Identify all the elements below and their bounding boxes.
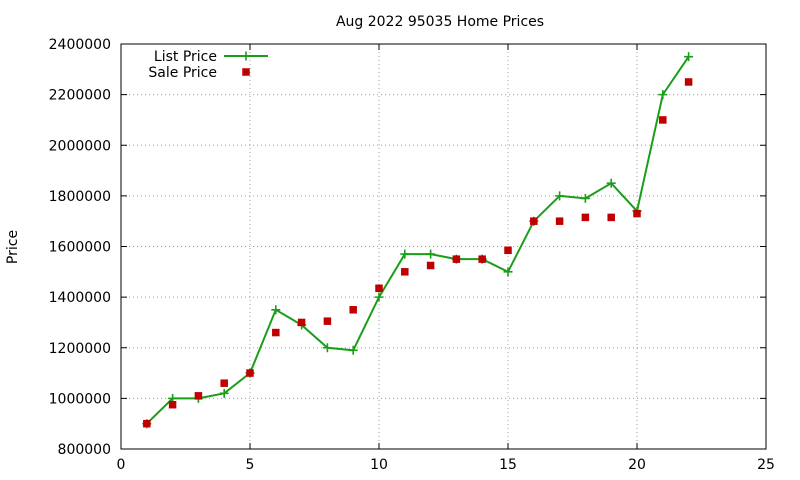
- sale-price-point: [143, 419, 151, 428]
- chart-title: Aug 2022 95035 Home Prices: [336, 14, 544, 30]
- sale-price-point: [323, 317, 332, 325]
- x-tick-label: 15: [499, 457, 517, 473]
- sale-price-point: [633, 209, 641, 218]
- grid-lines: [121, 44, 766, 449]
- list-price-point: [322, 343, 332, 353]
- x-tick-label: 10: [370, 457, 388, 473]
- y-tick-label: 2200000: [49, 88, 111, 104]
- sale-price-point: [555, 217, 564, 225]
- sale-price-point: [478, 255, 486, 263]
- list-price-point: [503, 267, 513, 277]
- axes: 0 5 10 15 20 25 800000 1000000 1200000 1400000 160…: [49, 37, 775, 473]
- list-price-point: [426, 249, 436, 259]
- list-price-line: [146, 56, 690, 425]
- list-price-point: [348, 345, 358, 355]
- sale-price-point: [426, 261, 435, 270]
- sale-price-point: [297, 318, 306, 327]
- list-price-point: [374, 292, 384, 302]
- y-tick-label: 1400000: [49, 290, 111, 306]
- x-tick-label: 25: [757, 457, 775, 473]
- sale-price-point: [401, 268, 409, 276]
- list-price-point: [606, 178, 616, 188]
- y-tick-label: 2000000: [49, 138, 111, 154]
- y-tick-label: 800000: [58, 442, 111, 458]
- x-tick-label: 0: [117, 457, 126, 473]
- y-tick-label: 1000000: [49, 391, 111, 407]
- list-price-point: [658, 90, 668, 100]
- sale-price-point: [581, 213, 590, 222]
- legend-label-sale-price: Sale Price: [148, 65, 217, 81]
- list-price-point: [400, 249, 410, 259]
- sale-price-point: [168, 400, 177, 409]
- sale-price-point: [220, 379, 228, 387]
- sale-price-point: [246, 369, 254, 377]
- sale-price-point: [607, 213, 615, 222]
- sale-price-point: [452, 255, 461, 263]
- sale-price-point: [659, 116, 667, 124]
- legend-label-list-price: List Price: [154, 49, 217, 65]
- sale-price-point: [684, 78, 693, 86]
- list-price-point: [555, 191, 565, 201]
- legend-sample-point: [242, 68, 250, 76]
- y-tick-label: 1800000: [49, 189, 111, 205]
- sale-price-point: [349, 306, 357, 314]
- sale-price-point: [272, 328, 280, 337]
- y-tick-label: 1600000: [49, 240, 111, 256]
- y-tick-label: 2400000: [49, 37, 111, 53]
- sale-price-point: [530, 217, 538, 225]
- sale-price-point: [375, 284, 383, 293]
- list-price-point: [271, 305, 281, 315]
- list-price-point: [219, 388, 229, 398]
- legend-sample-point: [241, 51, 251, 61]
- sale-price-point: [504, 246, 512, 255]
- x-tick-label: 5: [246, 457, 255, 473]
- sale-price-point: [194, 392, 203, 400]
- series-layer: [142, 52, 694, 429]
- x-tick-label: 20: [628, 457, 646, 473]
- y-axis-label: Price: [5, 230, 21, 264]
- list-price-point: [684, 52, 694, 62]
- list-price-point: [580, 193, 590, 203]
- y-tick-label: 1200000: [49, 341, 111, 357]
